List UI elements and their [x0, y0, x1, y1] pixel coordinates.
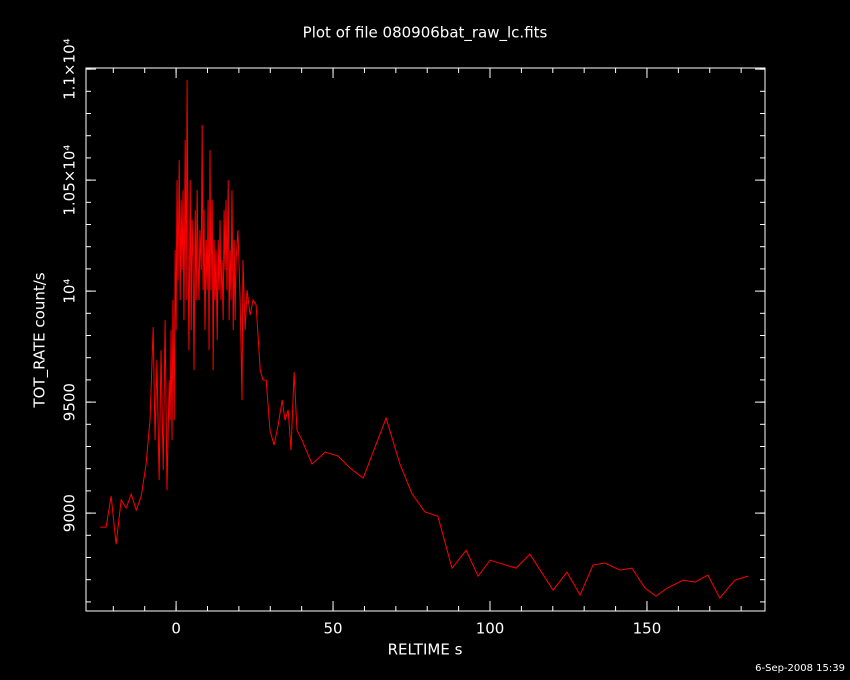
plot-frame [85, 67, 766, 612]
x-tick-label: 0 [171, 620, 181, 638]
x-tick-label: 50 [324, 620, 343, 638]
y-tick-label: 10⁴ [61, 279, 79, 304]
chart-title: Plot of file 080906bat_raw_lc.fits [303, 24, 548, 43]
y-tick-label: 9000 [61, 494, 79, 532]
x-axis-label: RELTIME s [388, 641, 463, 659]
x-tick-label: 100 [476, 620, 505, 638]
data-line [100, 79, 749, 600]
y-tick-label: 1.05×10⁴ [61, 145, 79, 216]
y-axis-label: TOT_RATE count/s [31, 272, 50, 408]
y-tick-label: 9500 [61, 383, 79, 421]
timestamp: 6-Sep-2008 15:39 [755, 663, 845, 674]
x-tick-label: 150 [633, 620, 662, 638]
y-tick-label: 1.1×10⁴ [61, 38, 79, 100]
